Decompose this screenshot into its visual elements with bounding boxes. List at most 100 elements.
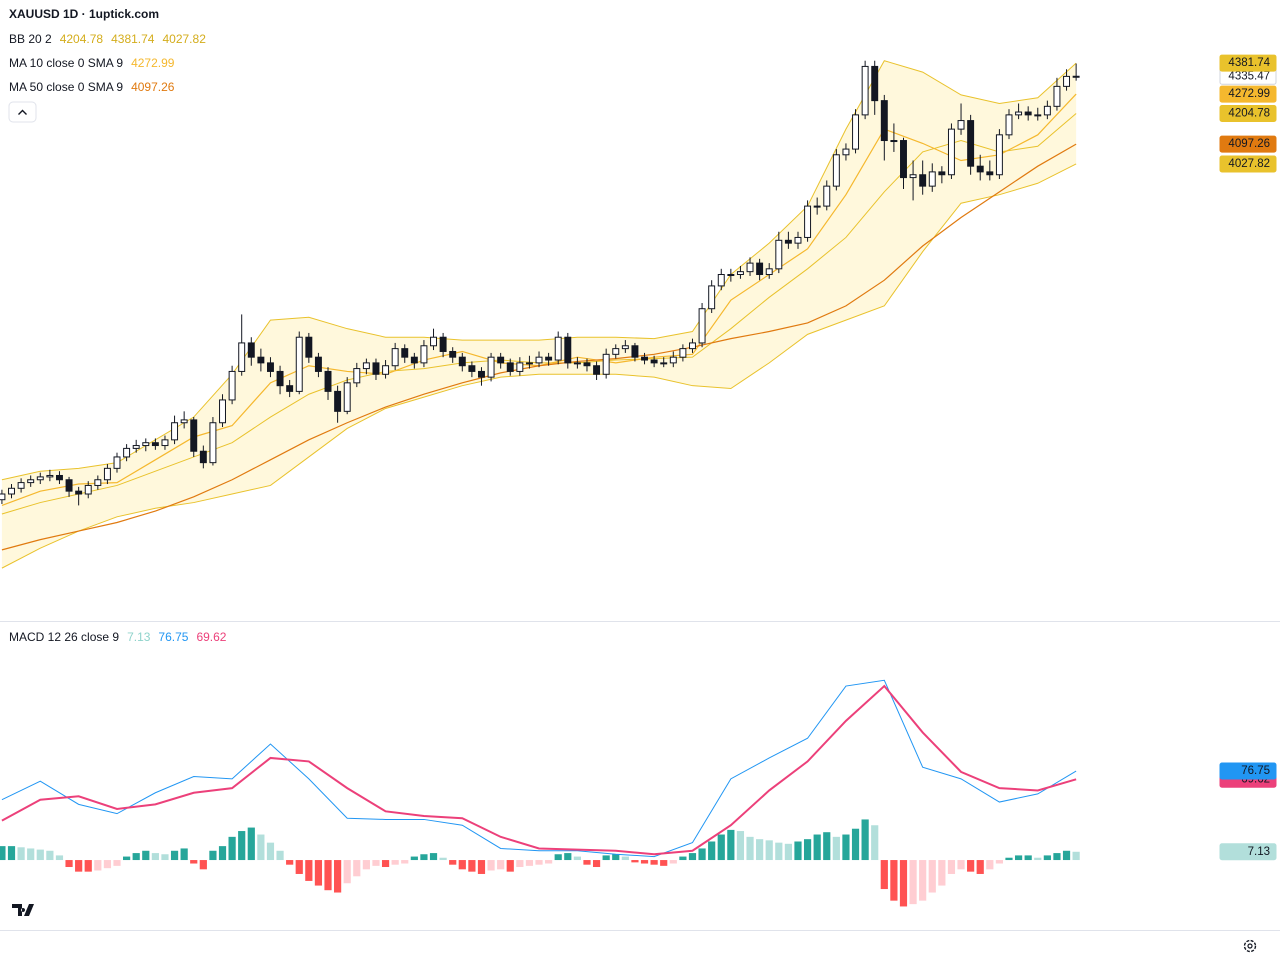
histogram-bar [487, 860, 495, 871]
settings-gear[interactable] [1243, 939, 1257, 953]
candle-body [765, 268, 773, 276]
histogram-bar [161, 854, 169, 861]
histogram-bar [113, 860, 121, 866]
candle-body [900, 140, 907, 179]
candle-body [209, 422, 217, 464]
candle-body [142, 442, 150, 447]
candle-body [947, 128, 955, 176]
histogram-bar [123, 856, 131, 861]
histogram-bar [17, 847, 25, 861]
histogram-bar [439, 857, 447, 861]
candle-body [669, 356, 677, 364]
histogram-bar [573, 856, 581, 861]
histogram-bar [842, 834, 850, 861]
collapse-button[interactable] [8, 101, 37, 123]
candle-body [784, 239, 792, 244]
histogram-bar [343, 860, 351, 884]
histogram-bar [0, 846, 6, 861]
candle-body [449, 350, 457, 358]
candle-body [238, 342, 246, 372]
candle-body [353, 368, 361, 384]
candle-body [65, 479, 73, 492]
histogram-bar [305, 860, 313, 881]
candle-body [593, 365, 601, 375]
candle-body [717, 274, 725, 287]
band-fill [1, 60, 1077, 569]
candle-body [631, 345, 639, 358]
histogram-bar [372, 860, 380, 866]
candle-body [1063, 75, 1071, 87]
histogram-bar [75, 860, 83, 872]
histogram-bar [36, 849, 44, 861]
candle-body [919, 174, 927, 187]
histogram-bar [851, 828, 860, 861]
collapse-icon[interactable] [18, 109, 27, 115]
candle-body [334, 390, 342, 412]
histogram-bar [708, 841, 716, 861]
candle-body [1005, 114, 1013, 136]
candle-body [276, 370, 284, 387]
histogram-bar [1014, 855, 1023, 861]
histogram-bar [324, 860, 332, 891]
candle-body [842, 148, 850, 156]
logo[interactable] [12, 904, 34, 916]
candle-body [564, 336, 572, 364]
histogram-bar [410, 856, 418, 861]
histogram-bar [506, 860, 514, 872]
settings-gear-center[interactable] [1247, 943, 1253, 949]
histogram-bar [746, 836, 754, 861]
collapse-button-box[interactable] [8, 101, 37, 123]
legend-entry: MA 50 close 0 SMA 9 4097.26 [9, 80, 175, 94]
histogram-bar [46, 850, 54, 861]
candle-body [372, 362, 380, 375]
histogram-bar [209, 850, 217, 861]
histogram-bar [621, 856, 629, 861]
legend: BB 20 2 4204.78 4381.74 4027.82 MA 10 close … [9, 32, 227, 644]
histogram-bar [391, 860, 399, 865]
histogram-bar [938, 860, 946, 886]
histogram-bar [1072, 851, 1080, 861]
candle-body [804, 205, 812, 238]
candle-body [890, 140, 898, 143]
candle-body [401, 348, 409, 358]
candle-body [439, 336, 447, 352]
candle-body [986, 171, 994, 176]
candle-body [487, 356, 495, 378]
histogram-bar [688, 853, 697, 861]
candle-body [583, 362, 591, 367]
histogram-bar [314, 860, 323, 886]
candle-body [113, 456, 121, 469]
histogram-bar [362, 860, 370, 870]
histogram-bar [151, 853, 159, 861]
candle-body [94, 479, 102, 486]
logo-mark[interactable] [12, 904, 34, 916]
histogram-bar [1034, 857, 1042, 861]
candle-body [967, 120, 975, 167]
candle-body [909, 174, 917, 179]
histogram-bar [535, 860, 543, 865]
settings-button[interactable] [1243, 939, 1257, 953]
histogram-bar [554, 854, 562, 861]
macd-line [1, 679, 1077, 858]
candle-body [497, 356, 505, 364]
histogram-bar [497, 860, 505, 870]
candle-body [554, 336, 562, 361]
candle-body [756, 262, 764, 276]
candle-body [391, 348, 399, 367]
histogram-bar [190, 860, 198, 864]
histogram-bar [525, 860, 534, 866]
histogram-bar [967, 860, 975, 872]
candle-body [75, 490, 83, 495]
chart-title: XAUUSD 1D · 1uptick.com [9, 7, 159, 21]
macd-tag-box [1219, 762, 1277, 780]
legend-value: 76.75 [158, 630, 188, 644]
histogram-bar [909, 860, 917, 905]
candle-body [506, 362, 514, 372]
ma50-tag: 4097.26 [1228, 138, 1270, 150]
candle-body [410, 356, 418, 364]
candle-body [458, 356, 466, 367]
candle-body [545, 356, 553, 361]
histogram-bar [468, 860, 476, 872]
